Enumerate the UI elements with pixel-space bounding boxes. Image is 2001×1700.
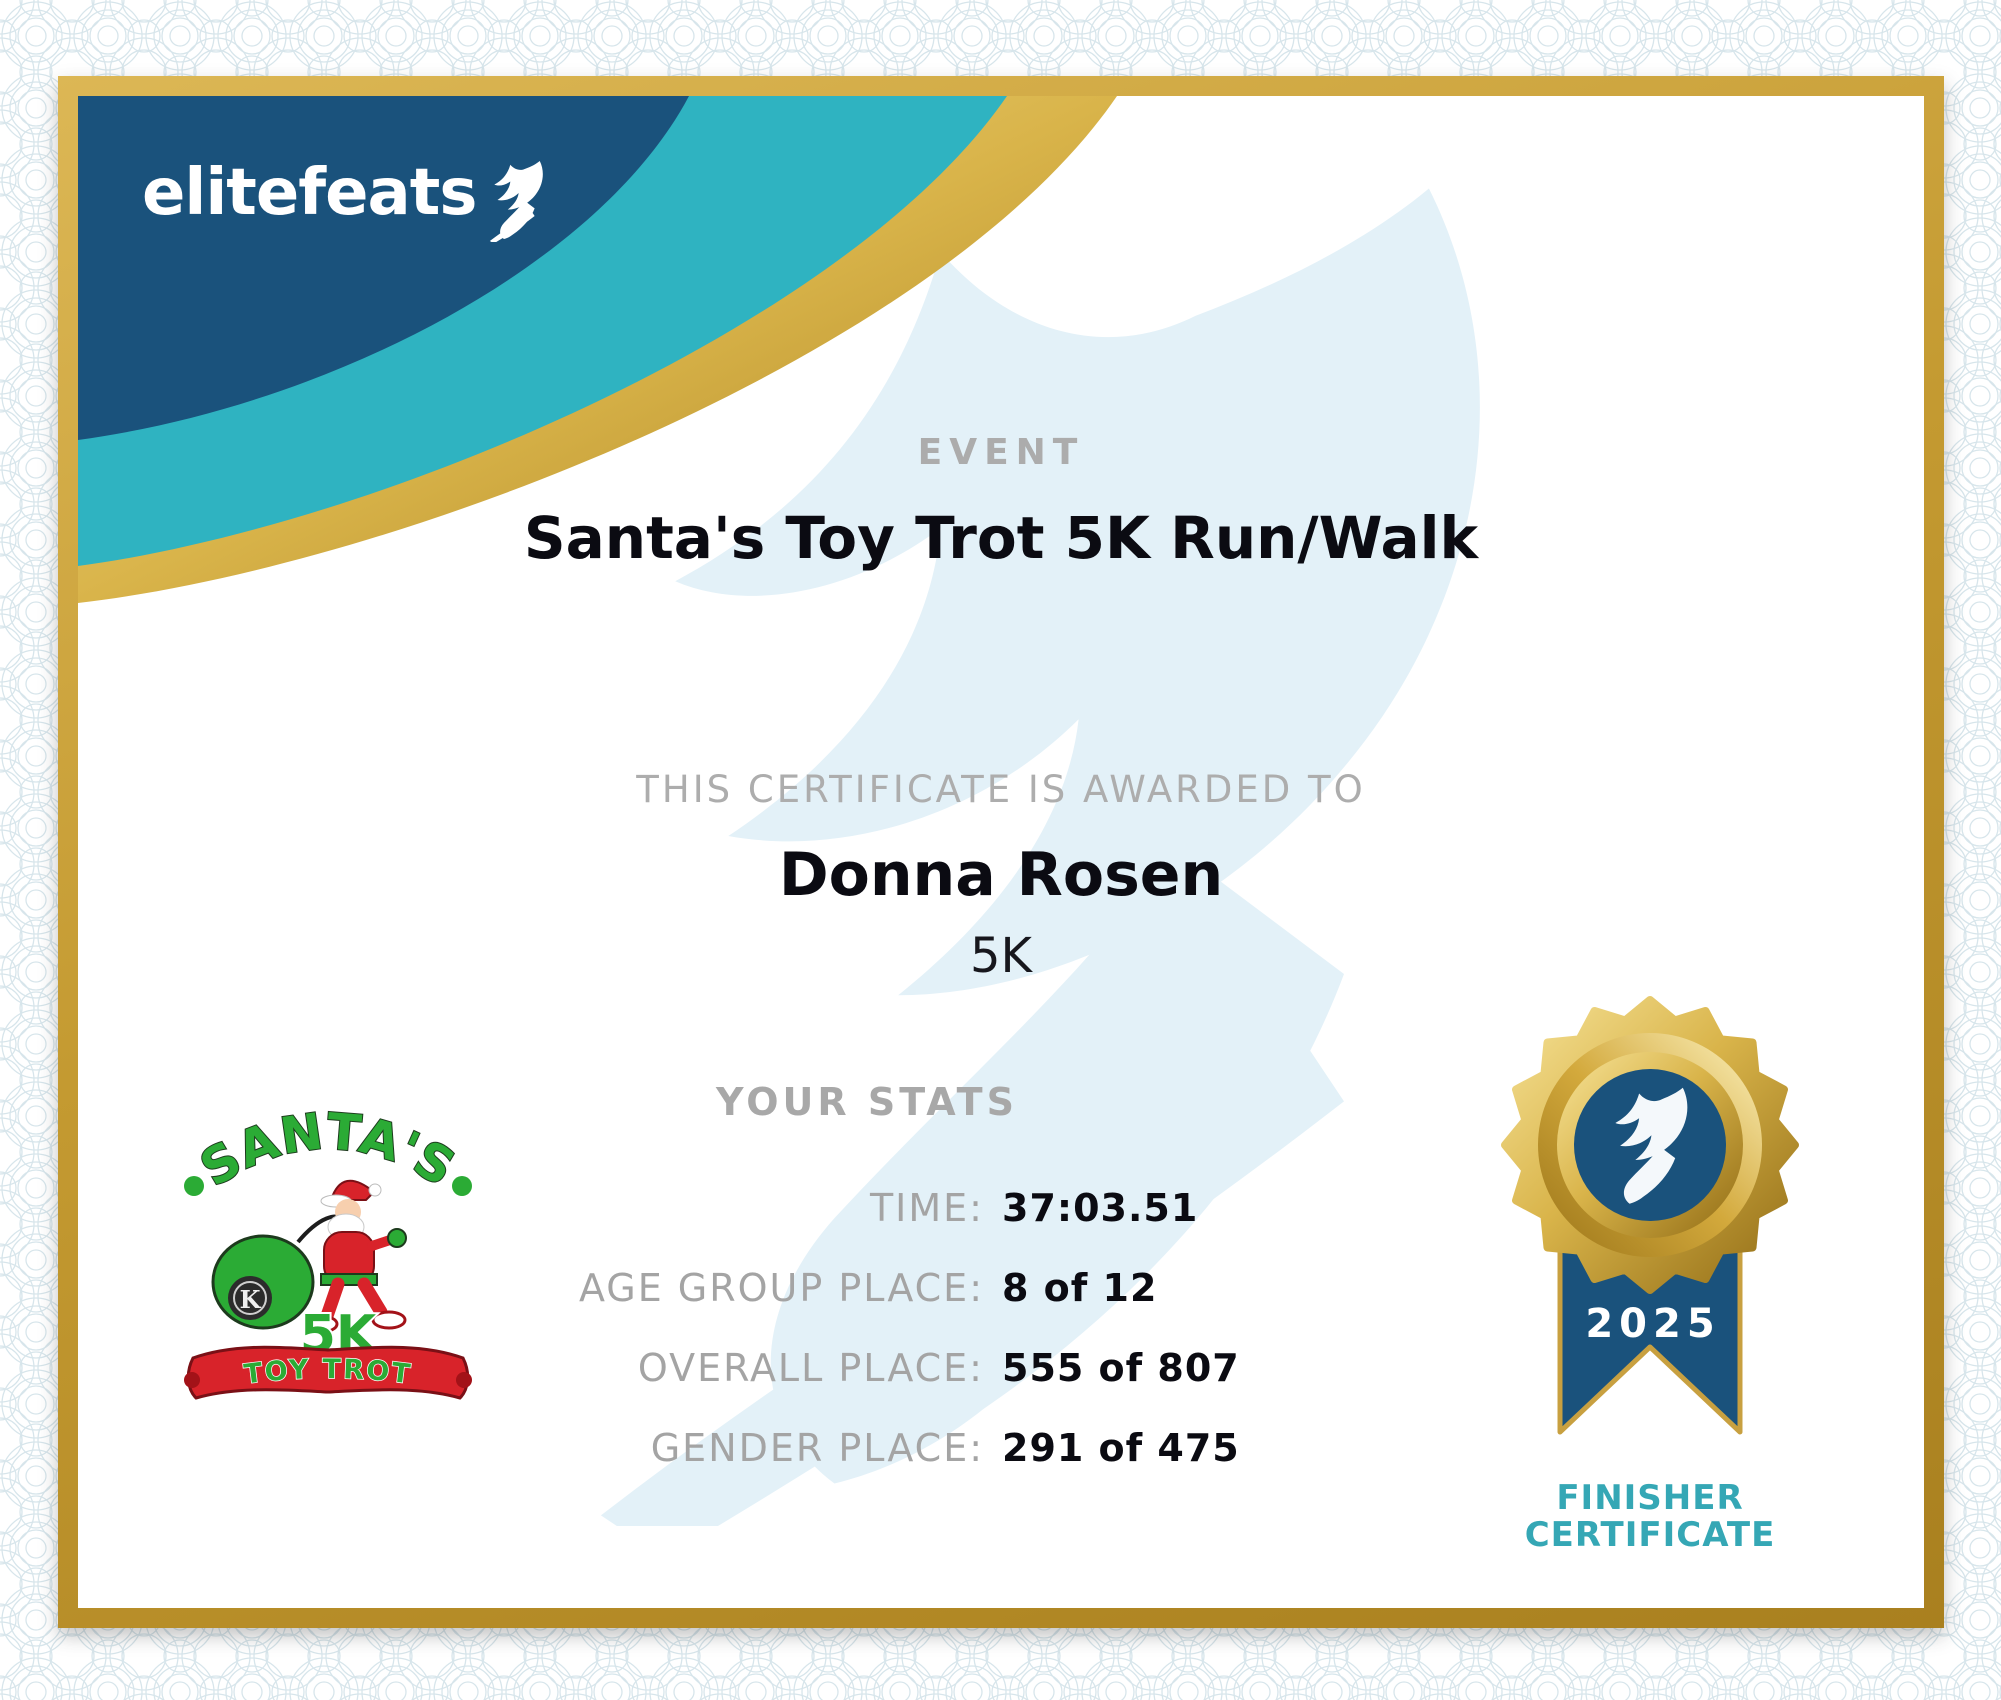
santa-arm	[367, 1235, 395, 1251]
stat-label-gender-place: GENDER PLACE:	[650, 1426, 984, 1470]
medal-caption: FINISHER CERTIFICATE	[1490, 1478, 1810, 1556]
stat-value-time: 37:03.51	[1002, 1186, 1199, 1230]
banner-text: TOY TROT	[242, 1354, 413, 1391]
banner-curl-left	[184, 1372, 200, 1388]
stats-heading: YOUR STATS	[716, 1080, 1018, 1124]
stat-label-overall-place: OVERALL PLACE:	[637, 1346, 984, 1390]
banner-ribbon	[186, 1345, 470, 1400]
santa-shoe-left	[303, 1314, 339, 1334]
hat-pompom	[368, 1183, 382, 1197]
santa-belt	[320, 1273, 378, 1286]
recipient-name: Donna Rosen	[778, 840, 1224, 910]
santa-mitten	[387, 1228, 407, 1248]
finisher-medal: 2025	[1501, 996, 1799, 1435]
stat-value-gender-place: 291 of 475	[1002, 1426, 1240, 1470]
event-label: EVENT	[917, 432, 1085, 473]
brand-wordmark: elitefeats	[142, 156, 477, 230]
event-name: Santa's Toy Trot 5K Run/Walk	[523, 504, 1479, 572]
event-logo: SANTA'S K	[184, 1101, 472, 1400]
certificate-body: elitefeats EVENT Santa's Toy Trot 5K Run…	[78, 96, 1924, 1608]
santa-leg-right	[357, 1277, 388, 1319]
stats-list: TIME: 37:03.51 AGE GROUP PLACE: 8 of 12 …	[378, 1168, 1422, 1488]
holly-left	[184, 1176, 204, 1196]
certificate-frame: elitefeats EVENT Santa's Toy Trot 5K Run…	[58, 76, 1944, 1628]
stat-value-overall-place: 555 of 807	[1002, 1346, 1240, 1390]
stat-value-age-group-place: 8 of 12	[1002, 1266, 1158, 1310]
medal-caption-line2: CERTIFICATE	[1524, 1515, 1776, 1556]
santa-figure	[303, 1179, 407, 1334]
medal-year: 2025	[1585, 1301, 1720, 1347]
brand-logo: elitefeats	[142, 144, 550, 242]
santa-leg-left	[320, 1277, 345, 1323]
santa-shoe-right	[371, 1310, 407, 1330]
stat-label-time: TIME:	[869, 1186, 984, 1230]
stat-label-age-group-place: AGE GROUP PLACE:	[578, 1266, 984, 1310]
medal-caption-line1: FINISHER	[1556, 1478, 1744, 1518]
banner-curl-right	[456, 1372, 472, 1388]
awarded-label: THIS CERTIFICATE IS AWARDED TO	[636, 768, 1366, 811]
race-distance: 5K	[969, 928, 1032, 984]
holly-right	[452, 1176, 472, 1196]
logo-arc-text: SANTA'S	[191, 1102, 466, 1198]
medal-wingfoot-icon	[1615, 1087, 1688, 1204]
emblem-letter: K	[240, 1285, 262, 1314]
wingfoot-watermark	[600, 188, 1480, 1526]
elitefeats-wingfoot-icon	[490, 160, 544, 242]
